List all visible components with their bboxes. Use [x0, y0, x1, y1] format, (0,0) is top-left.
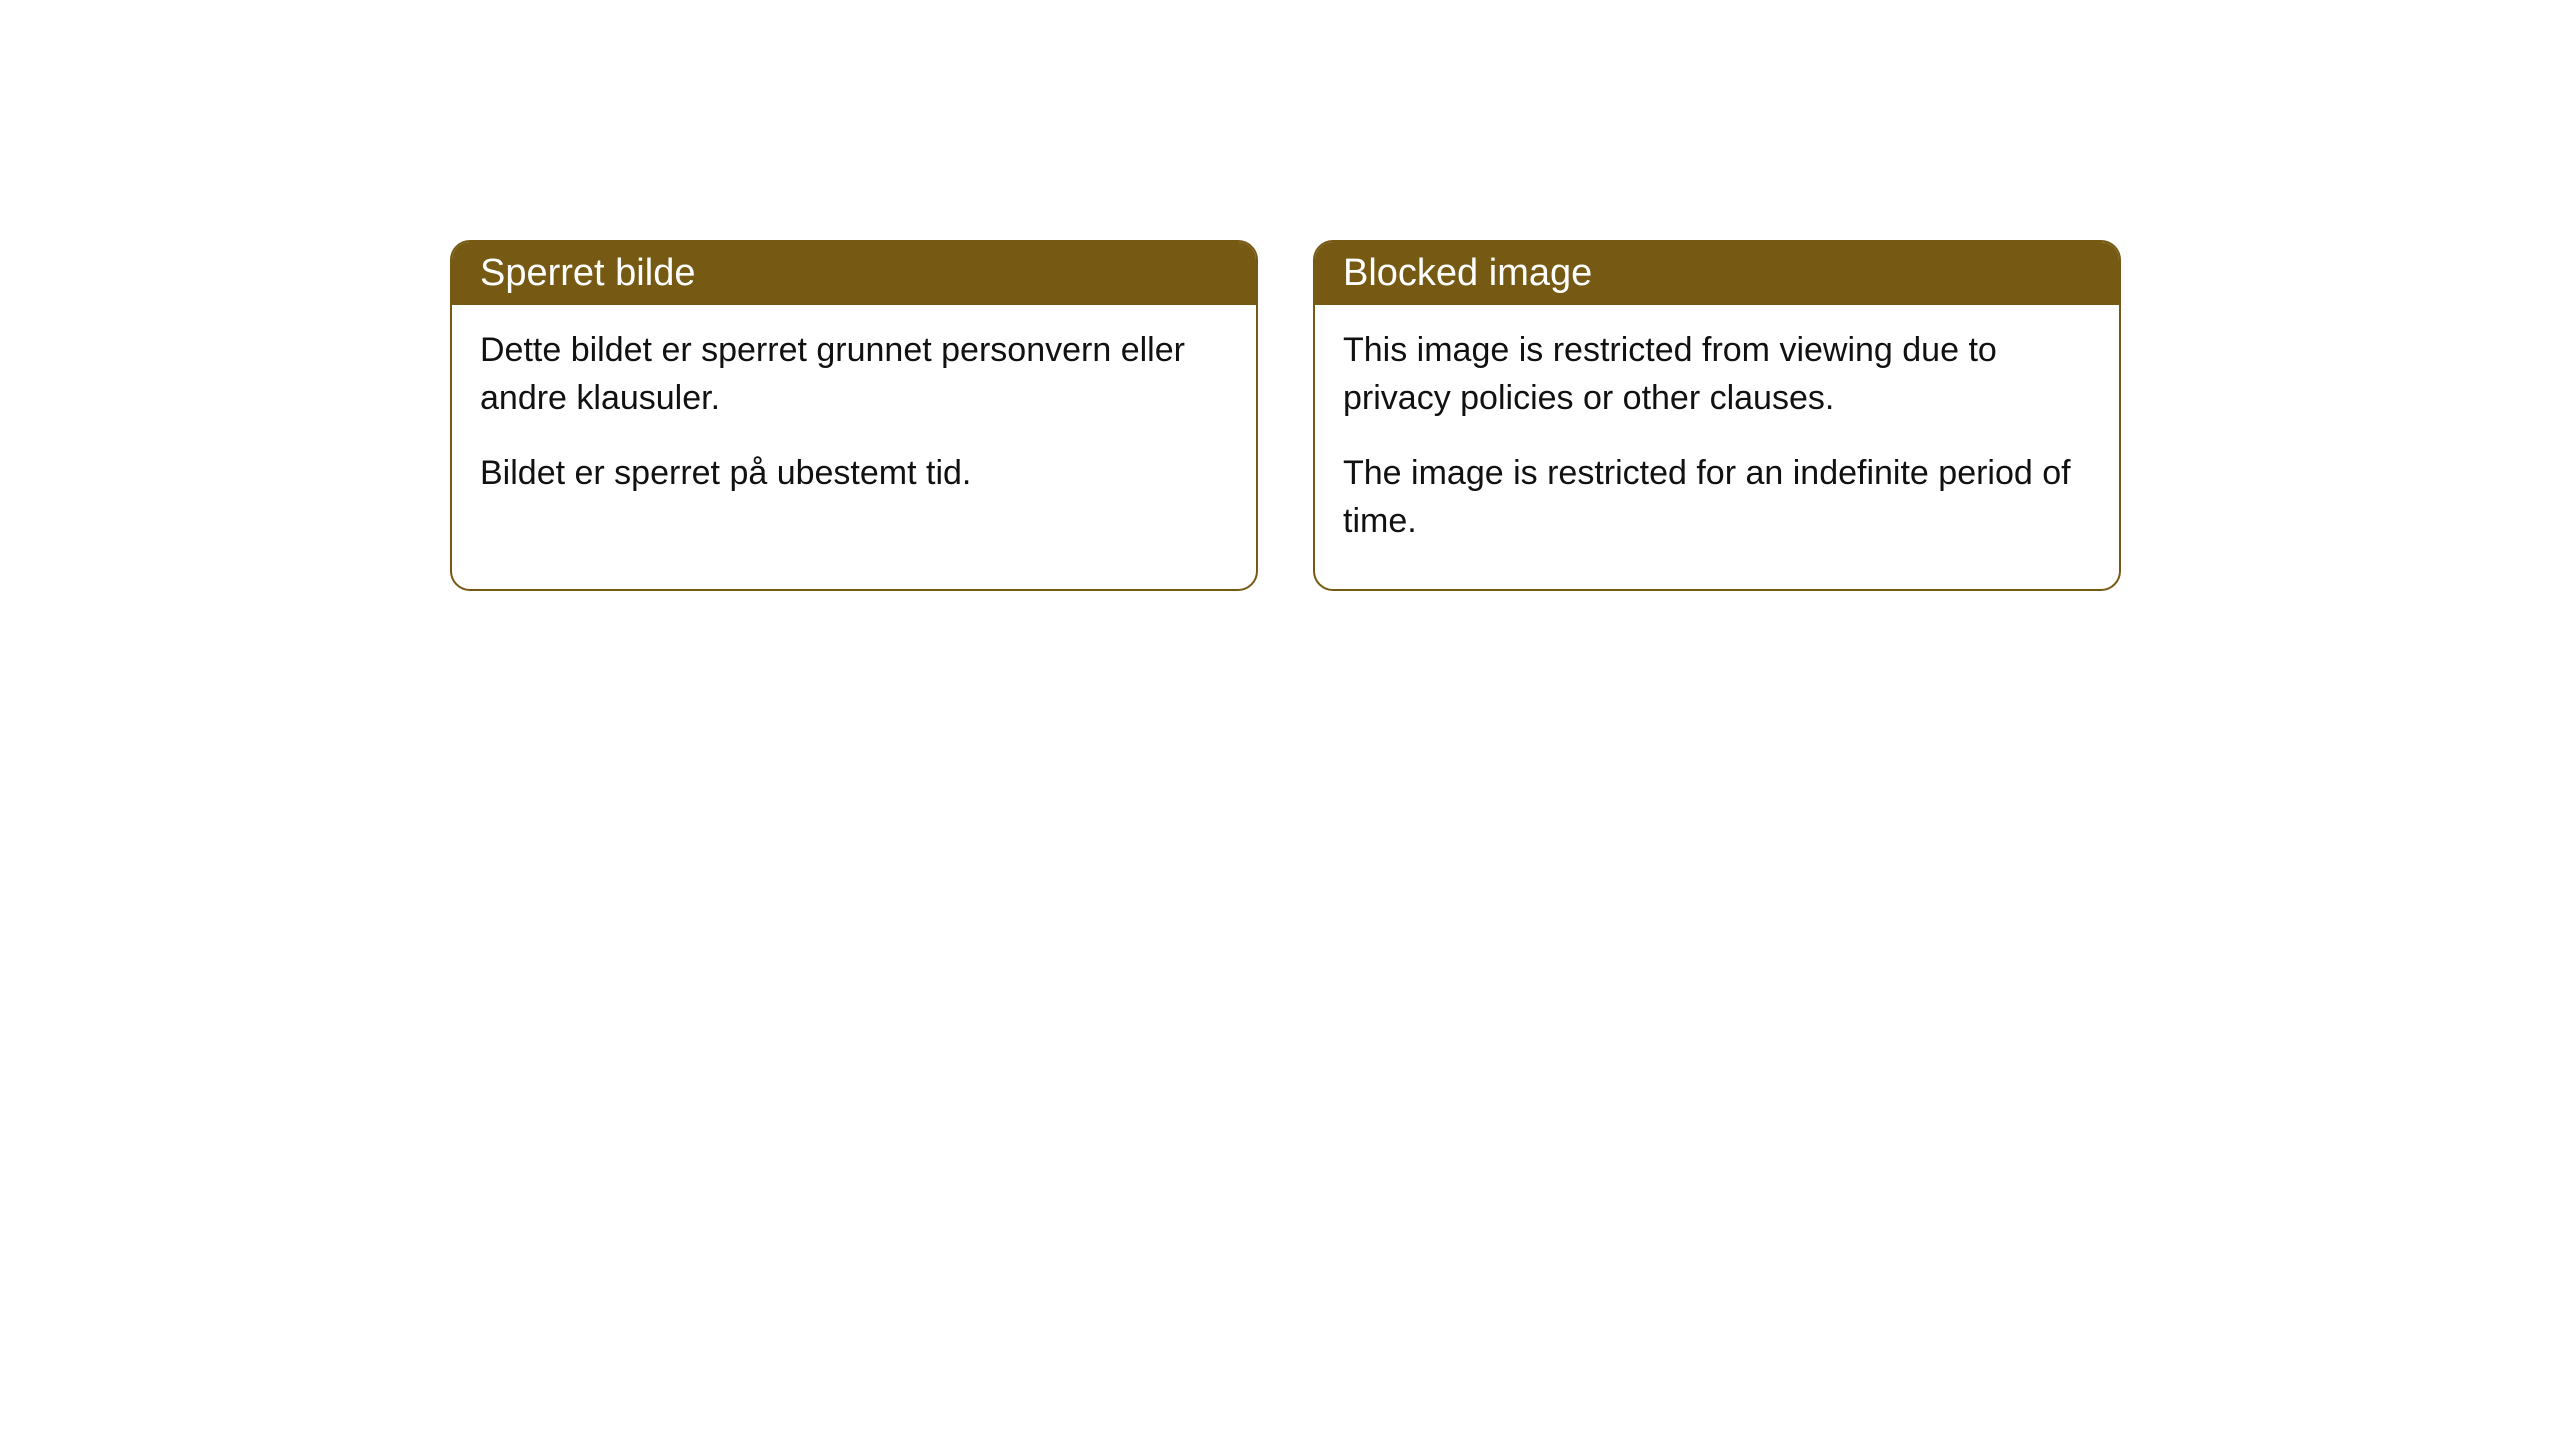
card-norwegian: Sperret bilde Dette bildet er sperret gr… [450, 240, 1258, 591]
card-body-english: This image is restricted from viewing du… [1315, 305, 2119, 589]
card-body-norwegian: Dette bildet er sperret grunnet personve… [452, 305, 1256, 542]
card-header-english: Blocked image [1315, 242, 2119, 305]
cards-container: Sperret bilde Dette bildet er sperret gr… [450, 240, 2121, 591]
card-english: Blocked image This image is restricted f… [1313, 240, 2121, 591]
card-header-norwegian: Sperret bilde [452, 242, 1256, 305]
card-paragraph-2: Bildet er sperret på ubestemt tid. [480, 450, 1228, 498]
card-paragraph-1: Dette bildet er sperret grunnet personve… [480, 327, 1228, 422]
card-paragraph-2: The image is restricted for an indefinit… [1343, 450, 2091, 545]
card-paragraph-1: This image is restricted from viewing du… [1343, 327, 2091, 422]
